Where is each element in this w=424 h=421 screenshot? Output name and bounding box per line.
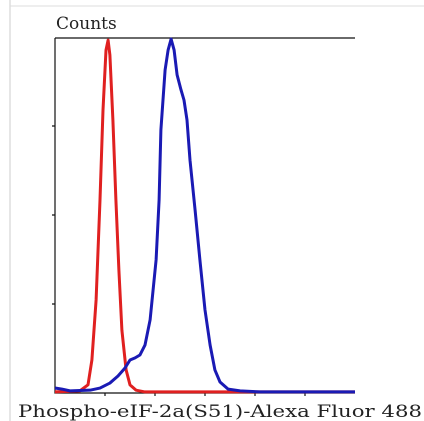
tick-marks xyxy=(52,125,306,396)
x-axis-label: Phospho-eIF-2a(S51)-Alexa Fluor 488 xyxy=(18,402,422,421)
histogram-curve xyxy=(54,38,355,394)
y-axis-label: Counts xyxy=(56,14,117,34)
histogram-curve xyxy=(54,37,355,394)
